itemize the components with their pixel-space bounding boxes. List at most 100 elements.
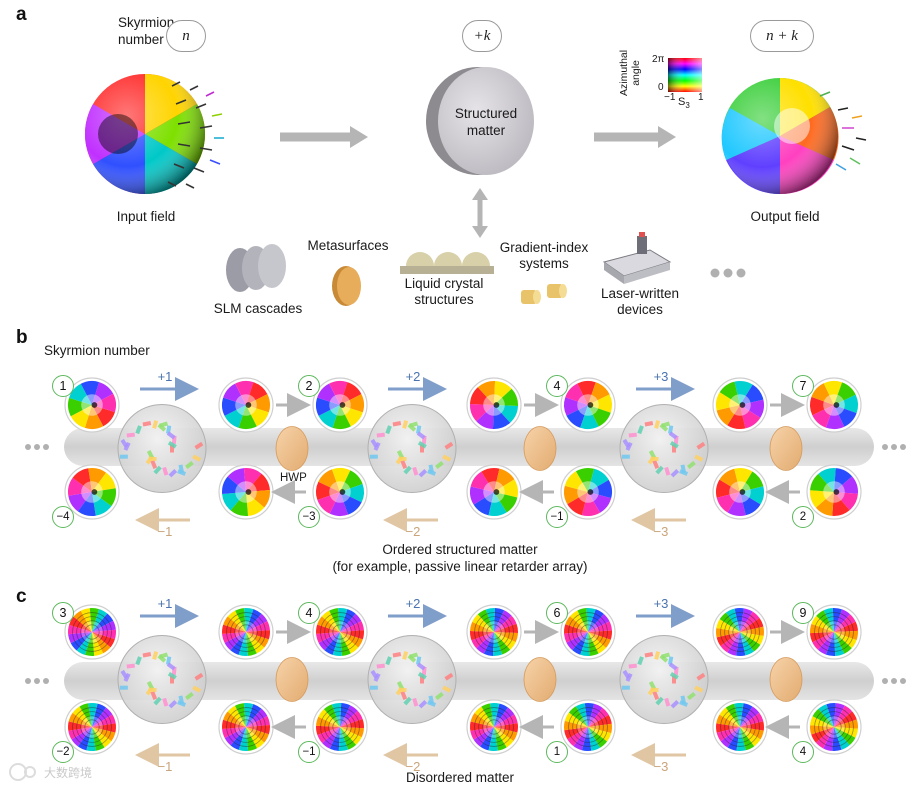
panel-c-caption: Disordered matter — [405, 770, 515, 785]
b-structured-matter-3 — [619, 404, 709, 493]
c-bottom-skyrmion-number-1: −2 — [52, 741, 74, 763]
matter-label-line1: Structured — [454, 106, 518, 121]
watermark-text: 大数跨境 — [44, 766, 93, 780]
c-bottom-skyrmion-number-4: 4 — [792, 741, 814, 763]
c-hwp-plate-1 — [275, 657, 309, 702]
input-field-label: Input field — [116, 209, 176, 224]
b-top-op-label-1: +1 — [157, 369, 173, 384]
b-hwp-plate-1 — [275, 426, 309, 471]
skyrmion-number-label: Skyrmion number — [118, 14, 174, 48]
colorbar-ylabel-line2: angle — [630, 60, 642, 86]
output-field-label: Output field — [750, 209, 820, 224]
b-hwp-plate-3 — [769, 426, 803, 471]
panel-b-heading: Skyrmion number — [44, 343, 150, 358]
output-field-sphere — [721, 78, 839, 195]
liquid-crystal-label: Liquid crystal structures — [392, 276, 496, 308]
colorbar-ylabel-line1: Azimuthal — [618, 49, 630, 96]
colorbar-bottom-tick: 0 — [658, 82, 664, 93]
hwp-label: HWP — [280, 472, 307, 484]
c-bottom-op-label-2: −2 — [405, 759, 421, 774]
laser-written-label: Laser-written devices — [590, 286, 690, 318]
c-structured-matter-1 — [117, 635, 207, 724]
c-hwp-plate-3 — [769, 657, 803, 702]
laser-written-line1: Laser-written — [600, 286, 680, 301]
metasurfaces-label: Metasurfaces — [307, 238, 389, 253]
grin-line2: systems — [519, 256, 569, 271]
ellipsis-left-c — [25, 678, 49, 684]
b-bottom-disc-4 — [806, 464, 862, 520]
b-bottom-op-label-1: −1 — [157, 524, 173, 539]
input-skyrmion-pill: n — [166, 20, 206, 52]
c-bottom-skyrmion-number-3: 1 — [546, 741, 568, 763]
laser-writer-graphic — [602, 232, 672, 284]
c-top-input-disc-4 — [806, 604, 862, 660]
skyrmion-label-line2: number — [118, 32, 164, 47]
panel-b-caption-line2: (for example, passive linear retarder ar… — [332, 559, 588, 574]
c-top-op-label-1: +1 — [157, 596, 173, 611]
colorbar-xlabel-sub: 3 — [685, 101, 690, 111]
colorbar-left-tick: −1 — [664, 92, 676, 103]
b-structured-matter-1 — [117, 404, 207, 493]
b-bottom-disc-3 — [560, 464, 616, 520]
b-top-output-disc-3 — [712, 377, 768, 433]
colorbar-xlabel-main: S — [678, 96, 686, 108]
input-field-arrows — [167, 81, 224, 189]
liquid-crystal-line1: Liquid crystal — [404, 276, 484, 291]
liquid-crystal-line2: structures — [414, 292, 474, 307]
b-top-skyrmion-number-3: 4 — [546, 375, 568, 397]
colorbar-xlabel: S3 — [678, 96, 690, 110]
device-link-double-arrow — [472, 188, 488, 238]
b-top-op-label-2: +2 — [405, 369, 421, 384]
c-top-input-disc-2 — [312, 604, 368, 660]
b-bottom-mid-disc-1 — [218, 464, 274, 520]
c-top-input-disc-1 — [64, 604, 120, 660]
c-structured-matter-3 — [619, 635, 709, 724]
b-bottom-disc-2 — [312, 464, 368, 520]
b-top-input-disc-2 — [312, 377, 368, 433]
colorbar-right-tick: 1 — [698, 92, 704, 103]
liquid-crystal-graphic — [400, 252, 494, 274]
ellipsis-right-b — [882, 444, 906, 450]
c-hwp-plate-2 — [523, 657, 557, 702]
panel-c-letter: c — [16, 586, 27, 607]
c-top-skyrmion-number-4: 9 — [792, 602, 814, 624]
b-bottom-mid-disc-3 — [712, 464, 768, 520]
b-top-output-disc-2 — [466, 377, 522, 433]
b-bottom-skyrmion-number-2: −3 — [298, 506, 320, 528]
grin-label: Gradient-index systems — [494, 240, 594, 272]
more-dots — [710, 268, 746, 278]
structured-matter-disk — [426, 67, 534, 175]
colorbar — [668, 58, 702, 92]
matter-change-pill: +k — [462, 20, 502, 52]
ellipsis-right-c — [882, 678, 906, 684]
c-top-op-label-2: +2 — [405, 596, 421, 611]
metasurface-graphic — [332, 266, 361, 306]
b-top-input-disc-1 — [64, 377, 120, 433]
b-top-output-disc-1 — [218, 377, 274, 433]
b-top-skyrmion-number-4: 7 — [792, 375, 814, 397]
skyrmion-label-line1: Skyrmion — [118, 15, 175, 30]
c-structured-matter-2 — [367, 635, 457, 724]
b-top-skyrmion-number-1: 1 — [52, 375, 74, 397]
structured-matter-label: Structured matter — [436, 105, 536, 139]
ellipsis-left-b — [25, 444, 49, 450]
output-skyrmion-pill: n + k — [750, 20, 814, 52]
slm-cascades-graphic — [226, 244, 286, 292]
panel-a-letter: a — [16, 4, 27, 25]
laser-written-line2: devices — [617, 302, 663, 317]
c-bottom-disc-2 — [312, 699, 368, 755]
c-top-op-label-3: +3 — [653, 596, 669, 611]
matter-label-line2: matter — [466, 123, 506, 138]
c-bottom-disc-4 — [806, 699, 862, 755]
b-structured-matter-2 — [367, 404, 457, 493]
b-top-input-disc-3 — [560, 377, 616, 433]
c-bottom-mid-disc-2 — [466, 699, 522, 755]
slm-cascades-label: SLM cascades — [213, 301, 303, 316]
c-bottom-op-label-3: −3 — [653, 759, 669, 774]
b-top-op-label-3: +3 — [653, 369, 669, 384]
c-bottom-op-label-1: −1 — [157, 759, 173, 774]
b-bottom-skyrmion-number-4: 2 — [792, 506, 814, 528]
b-bottom-skyrmion-number-1: −4 — [52, 506, 74, 528]
b-bottom-op-label-3: −3 — [653, 524, 669, 539]
